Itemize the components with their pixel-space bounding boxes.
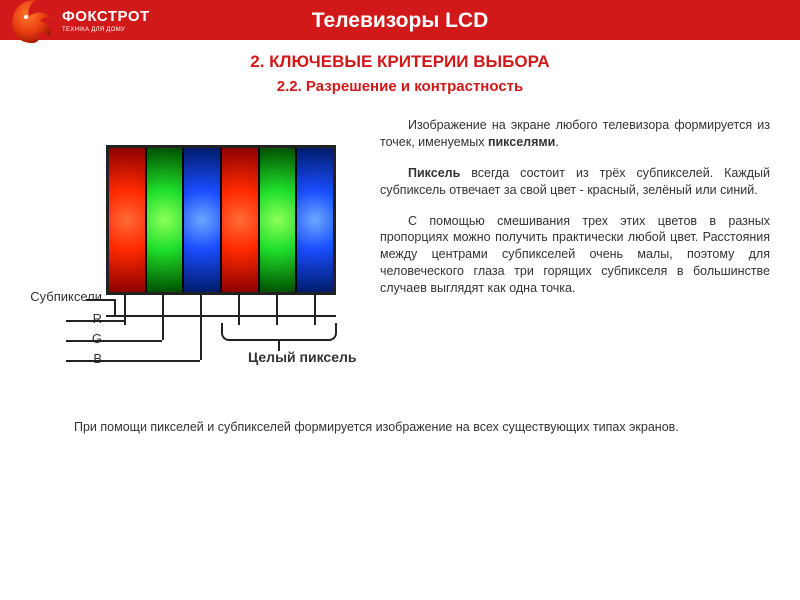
- paragraph-3: С помощью смешивания трех этих цветов в …: [380, 213, 770, 297]
- subpixels-label: Субпиксели: [16, 289, 102, 304]
- label-r: R: [16, 311, 102, 326]
- fox-icon: [8, 0, 56, 45]
- pixel-diagram: Субпиксели R G B Целый пиксель: [16, 117, 366, 407]
- page-title: Телевизоры LCD: [312, 7, 489, 33]
- subpixel-red: [222, 148, 258, 292]
- subpixel-blue: [184, 148, 220, 292]
- subpixel-blue: [297, 148, 333, 292]
- label-b: B: [16, 351, 102, 366]
- pixel-array: [106, 145, 336, 295]
- brand-tagline: ТЕХНІКА ДЛЯ ДОМУ: [62, 27, 150, 33]
- subpixel-red: [109, 148, 145, 292]
- whole-pixel-label: Целый пиксель: [248, 349, 357, 365]
- brand-name: ФОКСТРОТ: [62, 9, 150, 24]
- section-title: 2. КЛЮЧЕВЫЕ КРИТЕРИИ ВЫБОРА: [0, 52, 800, 72]
- subpixel-green: [260, 148, 296, 292]
- diagram-rail: [106, 315, 336, 317]
- body-text: Изображение на экране любого телевизора …: [380, 117, 770, 407]
- paragraph-1: Изображение на экране любого телевизора …: [380, 117, 770, 151]
- slide-header: ФОКСТРОТ ТЕХНІКА ДЛЯ ДОМУ Телевизоры LCD: [0, 0, 800, 40]
- subpixel-green: [147, 148, 183, 292]
- label-g: G: [16, 331, 102, 346]
- bottom-paragraph: При помощи пикселей и субпикселей формир…: [0, 419, 800, 436]
- paragraph-2: Пиксель всегда состоит из трёх субпиксел…: [380, 165, 770, 199]
- brand-logo: ФОКСТРОТ ТЕХНІКА ДЛЯ ДОМУ: [8, 0, 150, 45]
- whole-pixel-bracket: [221, 323, 337, 341]
- subsection-title: 2.2. Разрешение и контрастность: [0, 78, 800, 95]
